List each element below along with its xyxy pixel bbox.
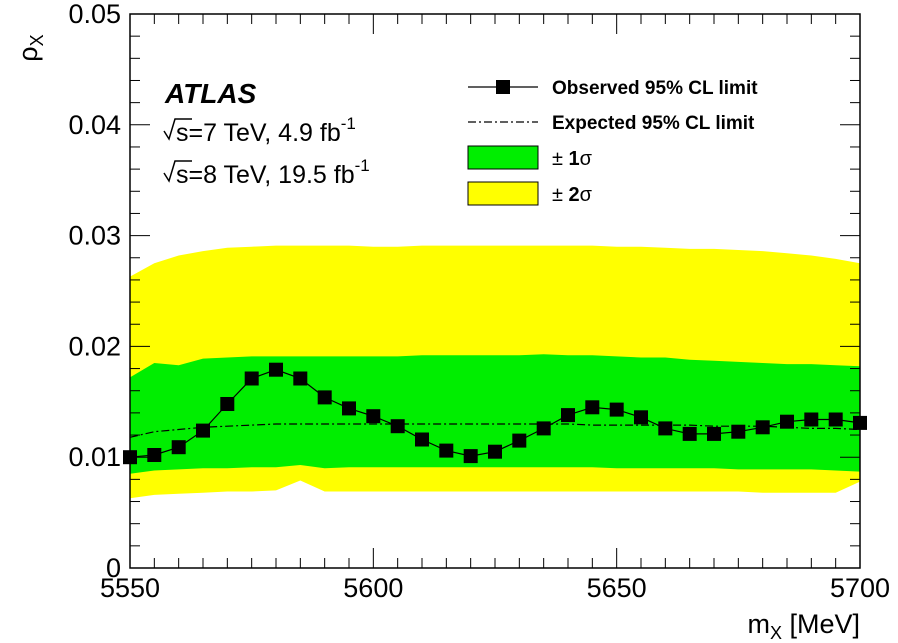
legend-one-sigma: ± 1σ — [467, 145, 593, 170]
observed-point — [585, 400, 600, 415]
observed-point — [439, 443, 454, 458]
svg-text:s=7 TeV, 4.9 fb-1: s=7 TeV, 4.9 fb-1 — [176, 114, 356, 147]
observed-point — [731, 424, 746, 439]
observed-point — [244, 371, 259, 386]
observed-point — [804, 412, 819, 427]
observed-point — [682, 426, 697, 441]
observed-point — [463, 449, 478, 464]
observed-point — [658, 421, 673, 436]
y-axis-title: ρX — [13, 34, 47, 61]
observed-point — [366, 409, 381, 424]
x-tick-label: 5600 — [343, 573, 403, 603]
y-tick-label: 0.05 — [68, 0, 121, 29]
uncertainty-bands — [130, 245, 860, 499]
legend-two-sigma: ± 2σ — [467, 181, 593, 206]
y-tick-label: 0.03 — [68, 221, 121, 251]
observed-point — [269, 362, 283, 377]
observed-point — [317, 390, 332, 405]
svg-text:Observed 95% CL limit: Observed 95% CL limit — [552, 78, 758, 99]
experiment-label: ATLAS — [164, 78, 257, 109]
legend-expected: Expected 95% CL limit — [468, 113, 755, 134]
observed-point — [171, 440, 186, 455]
observed-point — [342, 401, 356, 416]
observed-point — [293, 371, 308, 386]
x-tick-label: 5650 — [587, 573, 647, 603]
x-tick-label: 5550 — [100, 573, 160, 603]
svg-text:Expected 95% CL limit: Expected 95% CL limit — [552, 113, 755, 134]
svg-text:s=8 TeV, 19.5 fb-1: s=8 TeV, 19.5 fb-1 — [176, 156, 370, 189]
axis-ticks — [129, 13, 861, 569]
x-axis-title: mX [MeV] — [747, 609, 860, 643]
observed-point — [536, 421, 551, 436]
observed-point — [780, 414, 794, 429]
one-sigma-band — [130, 354, 860, 474]
observed-point — [634, 410, 648, 425]
observed-point — [220, 397, 235, 411]
y-tick-label: 0 — [106, 553, 121, 583]
y-tick-label: 0.02 — [68, 331, 121, 361]
observed-point — [609, 402, 624, 417]
svg-text:± 2σ: ± 2σ — [552, 184, 593, 206]
svg-text:± 1σ: ± 1σ — [552, 148, 593, 170]
observed-point — [196, 423, 210, 438]
axis-tick-labels: 5550 5600 5650 5700 0 0.01 0.02 0.03 0.04 0.05 — [68, 0, 890, 603]
observed-limit-group — [123, 362, 867, 465]
y-tick-label: 0.01 — [68, 442, 121, 472]
observed-point — [415, 432, 429, 447]
observed-point — [828, 412, 843, 427]
run2-label: s=8 TeV, 19.5 fb-1 — [163, 156, 370, 189]
y-tick-label: 0.04 — [68, 110, 121, 140]
observed-point — [755, 420, 770, 435]
legend: Observed 95% CL limit Expected 95% CL li… — [467, 78, 758, 206]
legend-observed: Observed 95% CL limit — [468, 78, 758, 99]
observed-point — [512, 433, 527, 448]
observed-point — [561, 408, 575, 423]
observed-point — [147, 448, 162, 462]
observed-point — [488, 444, 502, 459]
observed-point — [707, 426, 721, 441]
observed-point — [390, 419, 405, 434]
x-tick-label: 5700 — [830, 573, 890, 603]
run1-label: s=7 TeV, 4.9 fb-1 — [163, 114, 356, 147]
